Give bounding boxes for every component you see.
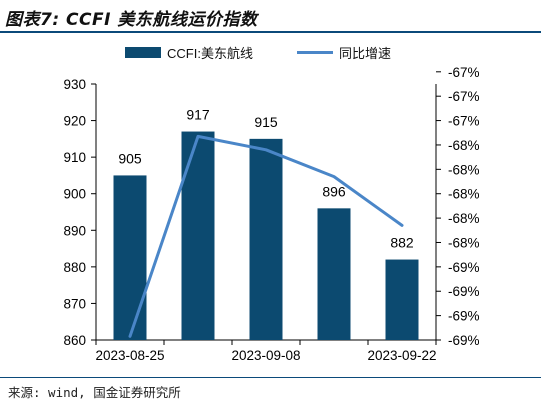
bar	[181, 131, 215, 340]
y-left-tick-label: 860	[63, 333, 86, 348]
series-line-yoy	[128, 134, 404, 338]
x-tick-label: 2023-09-22	[367, 348, 436, 363]
legend-swatch-line	[297, 50, 333, 54]
source-note: 来源: wind, 国金证券研究所	[8, 385, 181, 400]
title-bar: 图表7: CCFI 美东航线运价指数	[0, 0, 541, 34]
legend-item-line: 同比增速	[297, 42, 391, 62]
x-tick-label: 2023-08-25	[95, 348, 164, 363]
legend-label-bar: CCFI:美东航线	[167, 45, 253, 61]
y-left-tick-label: 880	[63, 260, 86, 275]
chart-legend: CCFI:美东航线 同比增速	[0, 42, 541, 62]
y-right-tick-label: -69%	[448, 333, 480, 348]
y-right-tick-label: -69%	[448, 284, 480, 299]
y-left-tick-label: 910	[63, 150, 86, 165]
bar-data-label: 917	[186, 107, 210, 123]
y-left-tick-label: 870	[63, 296, 86, 311]
y-left-tick-label: 890	[63, 223, 86, 238]
chart-plot: 860 870 880 890 900 910 920 930 -69% -69% -69% -69%…	[63, 65, 480, 363]
y-right-tick-label: -68%	[448, 211, 480, 226]
bar-data-label: 882	[390, 235, 414, 251]
legend-label-line: 同比增速	[339, 45, 392, 61]
y-right-tick-label: -68%	[448, 162, 480, 177]
y-right-tick-label: -68%	[448, 187, 480, 202]
footer-divider	[0, 377, 541, 378]
x-tick-label: 2023-09-08	[231, 348, 300, 363]
y-right-tick-label: -68%	[448, 235, 480, 250]
y-right-tick-label: -69%	[448, 309, 480, 324]
y-right-tick-label: -69%	[448, 260, 480, 275]
bar-data-label: 905	[118, 150, 142, 166]
y-left-tick-label: 930	[63, 77, 86, 92]
bar-data-label: 896	[322, 183, 346, 199]
y-right-tick-label: -67%	[448, 89, 480, 104]
title-divider	[0, 31, 541, 33]
chart-title: 图表7: CCFI 美东航线运价指数	[5, 10, 258, 30]
y-right-tick-label: -68%	[448, 138, 480, 153]
bar	[385, 259, 419, 340]
y-left-tick-label: 900	[63, 187, 86, 202]
bar-data-label: 915	[254, 114, 278, 130]
bar	[113, 175, 147, 340]
bar	[249, 138, 283, 340]
legend-item-bar: CCFI:美东航线	[125, 42, 253, 62]
legend-swatch-bar	[125, 46, 161, 58]
bar	[317, 208, 351, 340]
y-right-tick-label: -67%	[448, 65, 480, 80]
y-right-tick-label: -67%	[448, 114, 480, 129]
y-left-tick-label: 920	[63, 114, 86, 129]
